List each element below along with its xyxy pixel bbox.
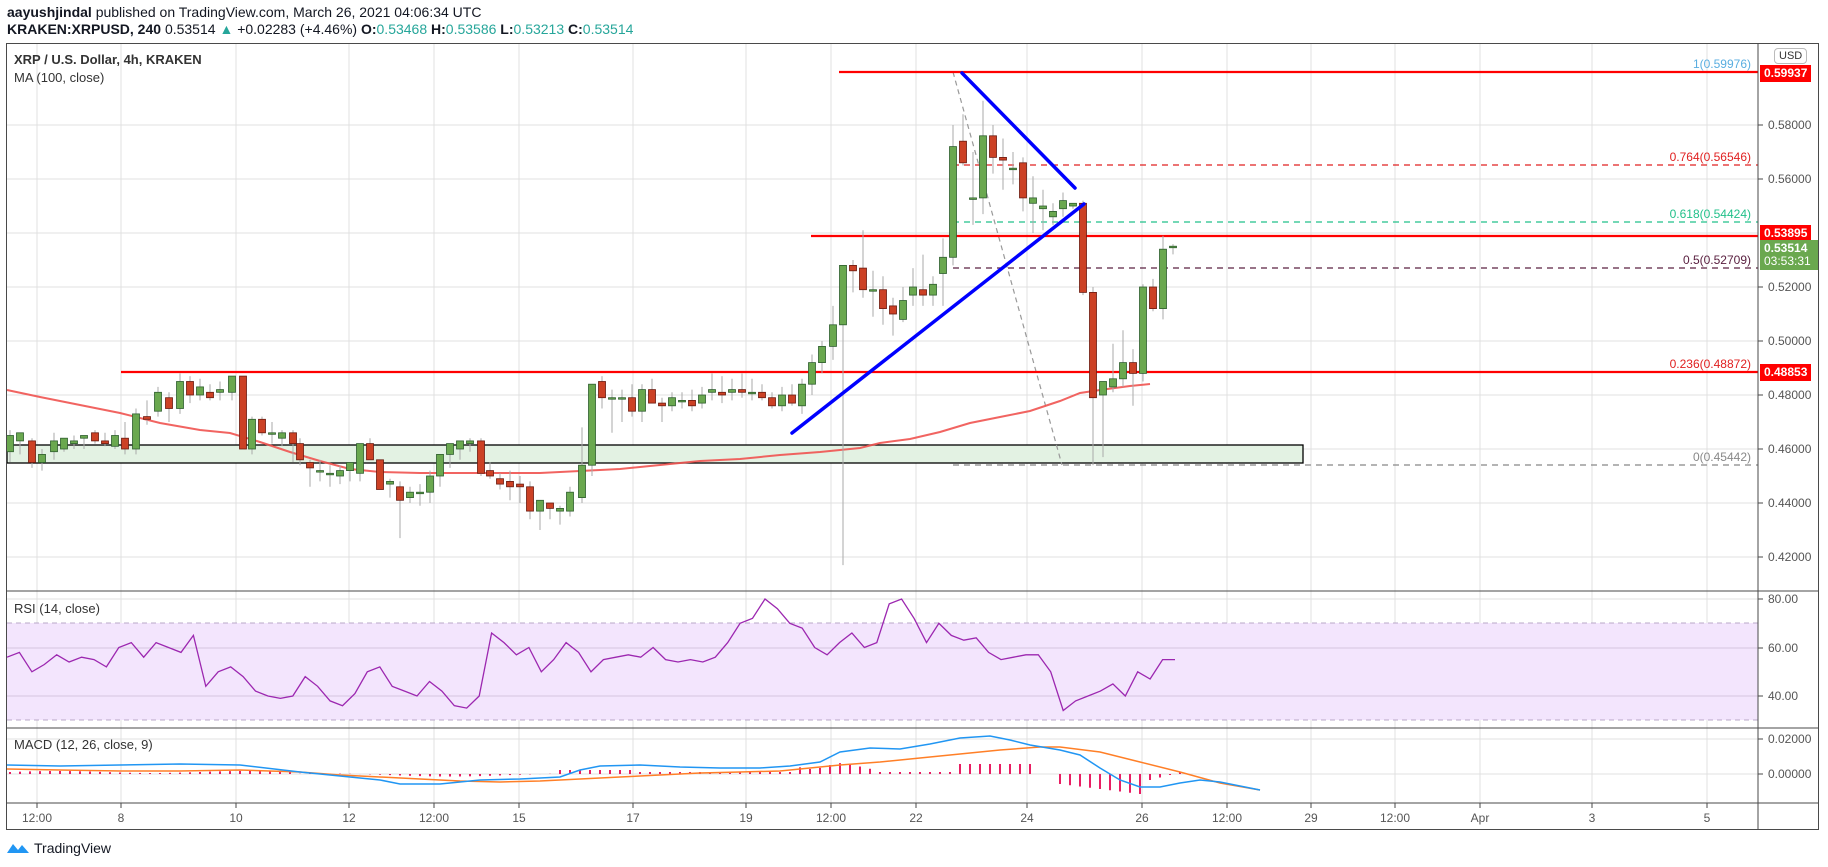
main-pane-title: XRP / U.S. Dollar, 4h, KRAKEN: [14, 52, 202, 67]
fib-label-0764: 0.764(0.56546): [1670, 150, 1751, 164]
time-axis-label: 22: [909, 811, 923, 825]
candlesticks: [6, 100, 1177, 566]
low-label: L:: [500, 21, 514, 37]
tradingview-logo-icon: [7, 844, 29, 853]
fib-label-0236: 0.236(0.48872): [1670, 357, 1751, 371]
fib-label-0: 0(0.45442): [1693, 450, 1751, 464]
fib-label-05: 0.5(0.52709): [1683, 253, 1751, 267]
time-axis-label: 12:00: [22, 811, 52, 825]
svg-text:0.50000: 0.50000: [1768, 334, 1812, 348]
time-axis-label: 8: [118, 811, 125, 825]
svg-text:0.44000: 0.44000: [1768, 496, 1812, 510]
time-axis-label: 10: [229, 811, 243, 825]
author-name[interactable]: aayushjindal: [7, 4, 92, 20]
fib-label-1: 1(0.59976): [1693, 57, 1751, 71]
price-change: +0.02283 (+4.46%): [237, 21, 358, 37]
price-tag-top-resistance: 0.59937: [1760, 65, 1812, 82]
price-tag-support: 0.48853: [1760, 364, 1812, 381]
svg-text:40.00: 40.00: [1768, 689, 1798, 703]
rsi-indicator-label[interactable]: RSI (14, close): [14, 601, 100, 616]
low-value: 0.53213: [513, 21, 565, 37]
macd-line: [6, 735, 1261, 791]
brand-name: TradingView: [34, 840, 112, 856]
time-axis-label: 5: [1704, 811, 1711, 825]
svg-text:80.00: 80.00: [1768, 592, 1798, 606]
published-text: published on TradingView.com, March 26, …: [95, 4, 482, 20]
time-axis-label: 29: [1304, 811, 1318, 825]
time-axis-label: 12: [342, 811, 356, 825]
open-label: O:: [360, 21, 377, 37]
grid: [7, 44, 1758, 803]
horizontal-levels[interactable]: [121, 70, 1758, 374]
time-axis[interactable]: 12:00 8 10 12 12:00 15 17 19 12:00 22 24 26 12:00 29 1…: [22, 803, 1711, 825]
time-axis-label: 12:00: [1212, 811, 1242, 825]
time-axis-label: Apr: [1471, 811, 1490, 825]
time-axis-label: 3: [1589, 811, 1596, 825]
time-axis-label: 17: [626, 811, 640, 825]
tradingview-brand[interactable]: TradingView: [6, 840, 111, 856]
time-axis-label: 12:00: [816, 811, 846, 825]
svg-text:0.52000: 0.52000: [1768, 280, 1812, 294]
current-price-value: 0.53514: [1764, 241, 1808, 255]
time-axis-label: 24: [1020, 811, 1034, 825]
svg-text:0.42000: 0.42000: [1768, 550, 1812, 564]
time-axis-label: 19: [739, 811, 753, 825]
time-axis-label: 15: [512, 811, 526, 825]
close-label: C:: [568, 21, 583, 37]
last-price: 0.53514: [164, 21, 216, 37]
open-value: 0.53468: [376, 21, 428, 37]
bar-countdown: 03:53:31: [1764, 254, 1811, 268]
fib-trend-line[interactable]: [952, 71, 1063, 466]
svg-text:0.56000: 0.56000: [1768, 172, 1812, 186]
ma-indicator-label[interactable]: MA (100, close): [14, 70, 105, 85]
fib-label-0618: 0.618(0.54424): [1670, 207, 1751, 221]
price-axis[interactable]: 0.58000 0.56000 0.52000 0.50000 0.48000 …: [1768, 118, 1812, 781]
chart-frame: [6, 43, 1819, 830]
rsi-line: [6, 598, 1175, 712]
publish-info: aayushjindal published on TradingView.co…: [7, 4, 481, 20]
symbol-info: KRAKEN:XRPUSD, 240 0.53514 ▲ +0.02283 (+…: [7, 21, 633, 37]
support-zone[interactable]: [6, 444, 1304, 464]
ma-100-line: [6, 383, 1151, 474]
high-label: H:: [431, 21, 446, 37]
close-value: 0.53514: [582, 21, 634, 37]
rsi-band: [7, 623, 1758, 720]
svg-text:0.58000: 0.58000: [1768, 118, 1812, 132]
time-axis-label: 12:00: [419, 811, 449, 825]
time-axis-label: 26: [1135, 811, 1149, 825]
macd-histogram: [9, 763, 1181, 794]
trendlines[interactable]: [790, 71, 1086, 435]
svg-text:0.46000: 0.46000: [1768, 442, 1812, 456]
time-axis-label: 12:00: [1380, 811, 1410, 825]
svg-text:0.02000: 0.02000: [1768, 732, 1812, 746]
price-tag-current: 0.53514 03:53:31: [1760, 240, 1818, 270]
high-value: 0.53586: [445, 21, 497, 37]
macd-indicator-label[interactable]: MACD (12, 26, close, 9): [14, 737, 153, 752]
svg-text:0.48000: 0.48000: [1768, 388, 1812, 402]
symbol-label: KRAKEN:XRPUSD, 240: [7, 21, 162, 37]
up-triangle-icon: ▲: [219, 21, 234, 37]
svg-text:60.00: 60.00: [1768, 641, 1798, 655]
currency-button[interactable]: USD: [1774, 48, 1808, 64]
svg-text:0.00000: 0.00000: [1768, 767, 1812, 781]
price-tag-resistance: 0.53895: [1760, 225, 1812, 242]
